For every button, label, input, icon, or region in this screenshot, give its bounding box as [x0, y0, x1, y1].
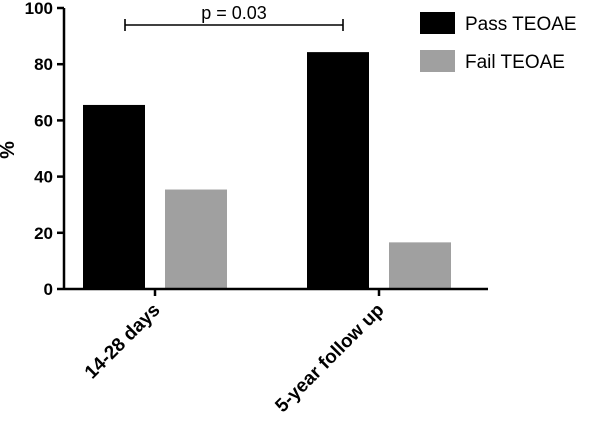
x-category-label: 14-28 days: [81, 300, 165, 384]
y-axis-title: %: [0, 141, 19, 159]
significance-annotation: p = 0.03: [124, 3, 344, 31]
legend-label: Pass TEOAE: [465, 14, 577, 35]
bar-fail-teoae-0: [165, 189, 227, 289]
y-tick-label: 100: [25, 0, 53, 18]
legend-label: Fail TEOAE: [465, 52, 565, 73]
p-value-label: p = 0.03: [201, 3, 267, 23]
bar-fail-teoae-1: [389, 242, 451, 289]
y-tick-label: 80: [34, 55, 53, 74]
legend-swatch-pass-teoae: [420, 12, 455, 34]
y-tick-label: 60: [34, 111, 53, 130]
y-tick-label: 20: [34, 224, 53, 243]
y-tick-label: 40: [34, 168, 53, 187]
legend: Pass TEOAE Fail TEOAE: [420, 12, 577, 73]
bar-pass-teoae-1: [307, 52, 369, 289]
x-category-label: 5-year follow up: [271, 300, 388, 417]
y-axis: 0 20 40 60 80 100: [25, 0, 66, 299]
legend-swatch-fail-teoae: [420, 50, 455, 72]
y-tick-label: 0: [44, 280, 53, 299]
bars: [83, 52, 451, 289]
x-axis: 14-28 days 5-year follow up: [64, 287, 488, 417]
bar-pass-teoae-0: [83, 104, 145, 289]
